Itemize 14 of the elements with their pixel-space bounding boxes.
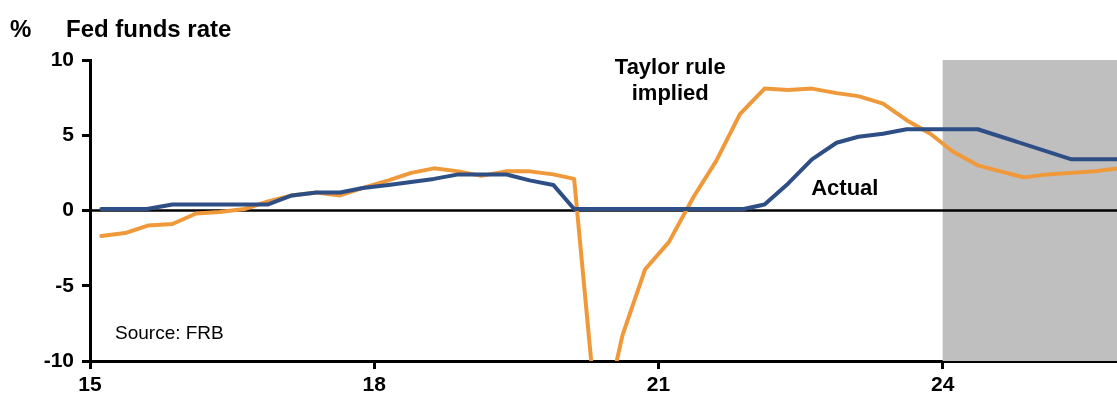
y-tick-label: 10 xyxy=(50,46,74,70)
y-tick-label: 5 xyxy=(62,122,75,146)
x-tick-label: 18 xyxy=(362,372,387,396)
x-tick-label: 15 xyxy=(78,372,102,396)
y-tick-label: 0 xyxy=(62,197,74,221)
series-label: Taylor rule implied xyxy=(614,54,726,106)
x-tick-label: 24 xyxy=(931,372,955,396)
x-tick-label: 21 xyxy=(646,372,671,396)
annotation: Source: FRB xyxy=(115,322,224,343)
series-label: Actual xyxy=(811,175,879,201)
y-tick-label: -10 xyxy=(43,347,74,371)
y-axis-title: % xyxy=(10,15,32,42)
y-tick-label: -5 xyxy=(55,272,75,296)
chart-title: Fed funds rate xyxy=(66,15,232,42)
